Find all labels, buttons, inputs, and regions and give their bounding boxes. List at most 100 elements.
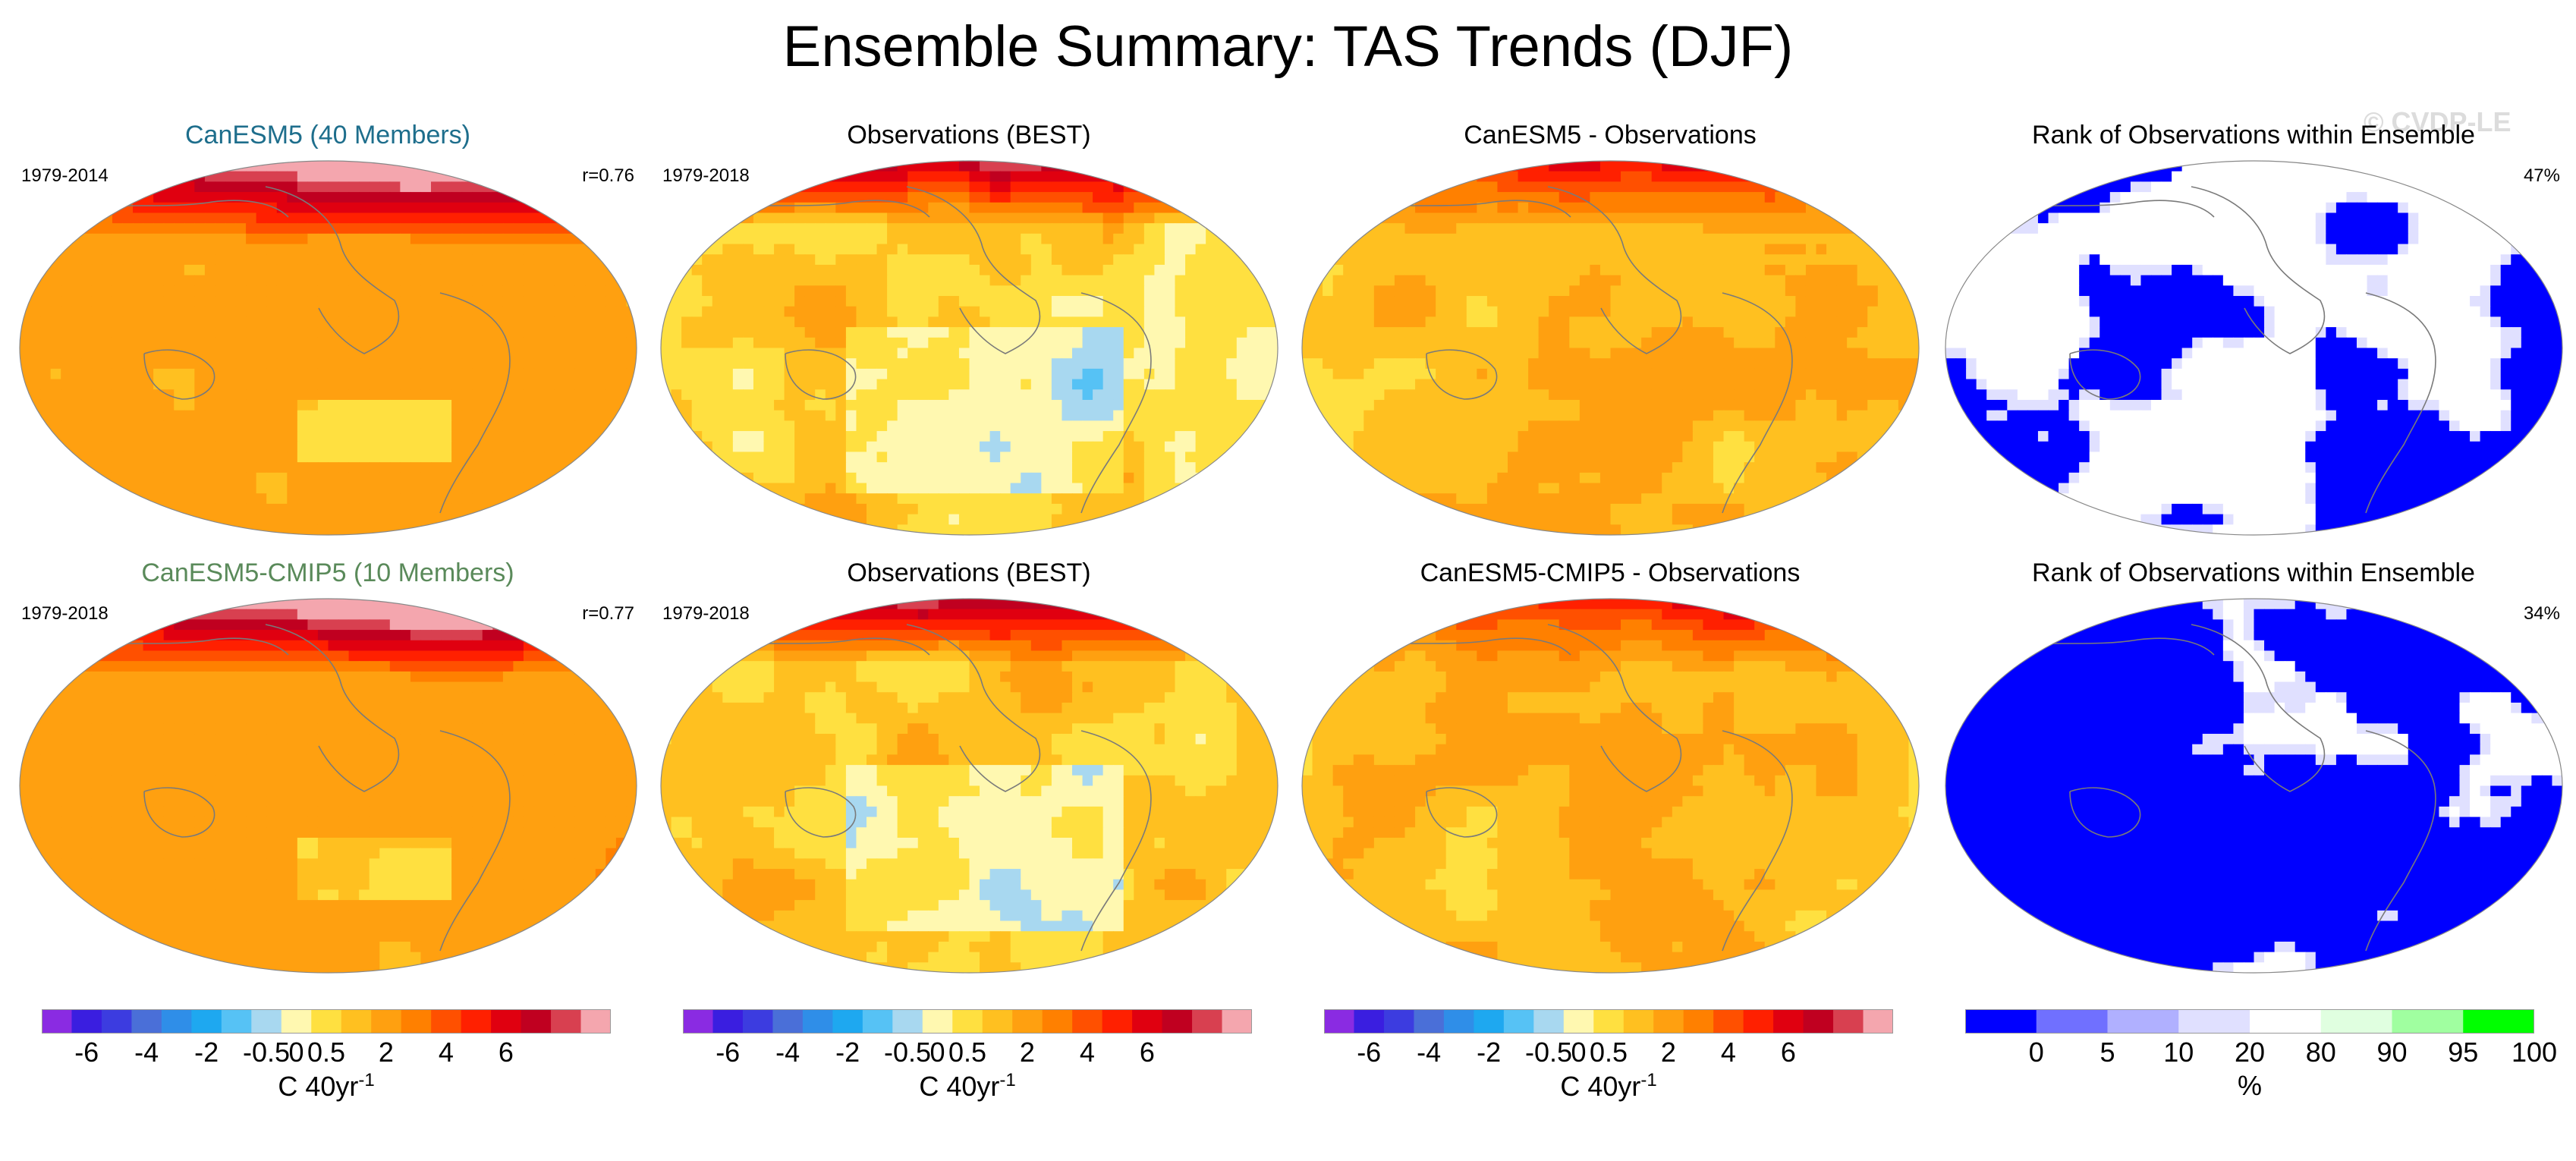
colorbar-tick-label: -6 — [716, 1037, 740, 1068]
colorbar-label: C 40yr-1 — [278, 1070, 374, 1103]
colorbar-swatch — [1533, 1009, 1564, 1034]
colorbar-swatch — [863, 1009, 893, 1034]
map-svg — [1297, 594, 1923, 977]
colorbar-tick-label: 0 — [289, 1037, 304, 1068]
colorbar-swatch — [892, 1009, 923, 1034]
colorbar-swatch — [1744, 1009, 1774, 1034]
colorbar-swatch — [401, 1009, 432, 1034]
colorbar-label-text: C 40yr — [1560, 1071, 1640, 1102]
map — [15, 156, 641, 543]
colorbar-tick-label: 2 — [1661, 1037, 1676, 1068]
colorbar-swatch — [551, 1009, 581, 1034]
colorbar-swatch — [42, 1009, 72, 1034]
map — [1941, 156, 2567, 543]
colorbar-swatch — [222, 1009, 252, 1034]
colorbar-tick-label: 0.5 — [1590, 1037, 1628, 1068]
colorbar-swatch — [1222, 1009, 1252, 1034]
colorbar-swatch — [2463, 1009, 2534, 1034]
map — [656, 156, 1282, 543]
colorbar-swatch — [251, 1009, 282, 1034]
colorbar-swatch — [2250, 1009, 2321, 1034]
colorbar-tick-label: 6 — [1140, 1037, 1155, 1068]
colorbar-label-text: % — [2238, 1070, 2262, 1101]
colorbar-swatch — [832, 1009, 863, 1034]
panel-title: Rank of Observations within Ensemble — [1933, 558, 2574, 588]
colorbar-tick-label: 0 — [930, 1037, 945, 1068]
colorbar-tick-label: -4 — [1417, 1037, 1441, 1068]
colorbar-tick-label: -2 — [835, 1037, 860, 1068]
colorbar-swatch — [1132, 1009, 1162, 1034]
colorbar-swatch — [2037, 1009, 2108, 1034]
colorbar-label-text: C 40yr — [278, 1071, 358, 1102]
colorbar-tick-label: 0 — [1571, 1037, 1587, 1068]
colorbar-tick-label: -2 — [1477, 1037, 1501, 1068]
colorbar-swatch — [431, 1009, 461, 1034]
colorbar-swatch — [1593, 1009, 1624, 1034]
colorbar-swatch — [1102, 1009, 1133, 1034]
colorbar-swatch — [1384, 1009, 1414, 1034]
colorbar-swatch — [1162, 1009, 1193, 1034]
colorbar-label-text: C 40yr — [919, 1071, 999, 1102]
panel-title: CanESM5-CMIP5 (10 Members) — [8, 558, 648, 588]
colorbar-swatch — [1624, 1009, 1654, 1034]
colorbar-swatch — [1713, 1009, 1744, 1034]
map-svg — [656, 594, 1282, 977]
colorbar-tick-label: -6 — [1357, 1037, 1381, 1068]
colorbar-label: C 40yr-1 — [919, 1070, 1015, 1103]
colorbar-tick-label: -0.5 — [243, 1037, 290, 1068]
colorbar-swatch — [341, 1009, 372, 1034]
colorbar-tick-label: 20 — [2235, 1037, 2265, 1068]
colorbar-swatch — [581, 1009, 611, 1034]
map-panel: Observations (BEST)1979-2018 — [649, 120, 1289, 575]
map-svg — [1941, 594, 2567, 977]
colorbar-swatch — [1965, 1009, 2037, 1034]
colorbar-swatch — [1504, 1009, 1534, 1034]
colorbar-tick-label: 6 — [499, 1037, 514, 1068]
colorbar-tick-label: 10 — [2163, 1037, 2194, 1068]
colorbar-tick-label: 6 — [1781, 1037, 1796, 1068]
colorbar-tick-label: 100 — [2512, 1037, 2557, 1068]
map — [15, 594, 641, 981]
colorbar-swatch — [1192, 1009, 1222, 1034]
colorbar-tick-label: -0.5 — [1525, 1037, 1572, 1068]
map-panel: CanESM5-CMIP5 - Observations — [1290, 558, 1930, 1013]
colorbar-swatch — [1354, 1009, 1384, 1034]
map-svg — [1941, 156, 2567, 540]
colorbar-tick-label: 4 — [439, 1037, 454, 1068]
main-title: Ensemble Summary: TAS Trends (DJF) — [0, 11, 2576, 83]
map-field — [1302, 599, 1920, 974]
map-field — [20, 161, 637, 536]
colorbar-swatch — [521, 1009, 552, 1034]
colorbar-label: C 40yr-1 — [1560, 1070, 1656, 1103]
colorbar-swatch — [1072, 1009, 1102, 1034]
panel-title: Rank of Observations within Ensemble — [1933, 120, 2574, 150]
colorbar-swatch — [772, 1009, 803, 1034]
colorbar-tick-label: -2 — [194, 1037, 219, 1068]
colorbar-swatch — [1653, 1009, 1684, 1034]
colorbar-swatch — [131, 1009, 162, 1034]
colorbar-swatch — [1043, 1009, 1073, 1034]
colorbar-tick-label: 2 — [379, 1037, 394, 1068]
map-field — [661, 161, 1279, 536]
colorbar-swatch — [683, 1009, 713, 1034]
map-svg — [15, 594, 641, 977]
colorbar-swatch — [491, 1009, 521, 1034]
map — [1297, 156, 1923, 543]
colorbar-swatch — [191, 1009, 222, 1034]
map-panel: Observations (BEST)1979-2018 — [649, 558, 1289, 1013]
map-panel: CanESM5 - Observations — [1290, 120, 1930, 575]
colorbar-swatch — [1864, 1009, 1893, 1034]
colorbar-tick-label: -4 — [134, 1037, 159, 1068]
colorbar-tick-label: 80 — [2306, 1037, 2336, 1068]
colorbar-swatch — [1773, 1009, 1804, 1034]
colorbar-tick-label: 90 — [2376, 1037, 2407, 1068]
colorbar-tick-label: 2 — [1020, 1037, 1035, 1068]
colorbar-swatch — [311, 1009, 341, 1034]
colorbar-tick-label: 0 — [2029, 1037, 2044, 1068]
colorbar-swatch — [371, 1009, 401, 1034]
colorbar-tick-label: -6 — [74, 1037, 99, 1068]
